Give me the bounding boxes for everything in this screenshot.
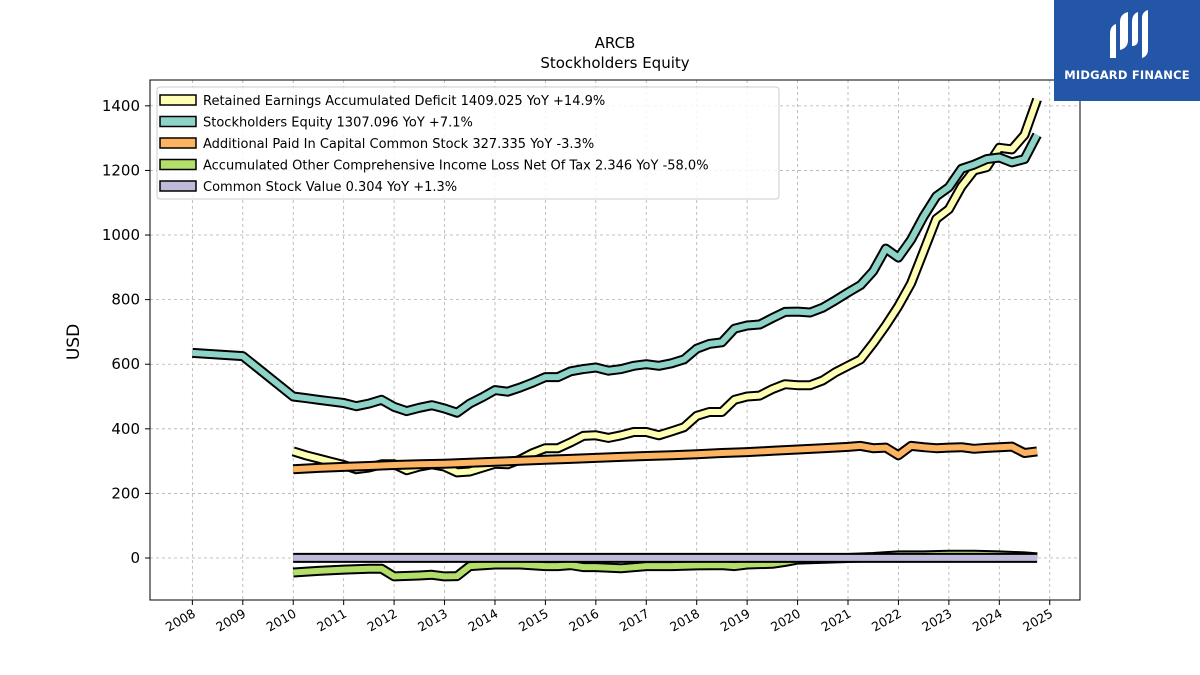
legend-swatch	[159, 180, 197, 192]
x-tick-label: 2008	[163, 606, 198, 635]
legend-swatch	[159, 158, 197, 171]
x-tick-label: 2011	[314, 606, 349, 635]
legend-entry: Stockholders Equity 1307.096 YoY +7.1%	[203, 116, 473, 131]
chart-title: ARCB	[595, 34, 636, 52]
x-tick-label: 2021	[818, 606, 853, 635]
x-tick-label: 2022	[869, 606, 904, 635]
x-tick-label: 2024	[970, 606, 1005, 635]
legend: Retained Earnings Accumulated Deficit 14…	[156, 86, 780, 200]
y-tick-label: 800	[111, 291, 140, 309]
legend-swatch	[159, 94, 197, 106]
legend-swatch	[159, 115, 197, 128]
x-tick-label: 2018	[667, 606, 702, 635]
series-stroke	[192, 133, 1040, 416]
series-2-line	[292, 440, 1038, 475]
x-tick-label: 2016	[566, 606, 601, 635]
x-tick-label: 2013	[415, 606, 450, 635]
y-axis: 0 200 400 600 800 1000 1200 1400	[102, 97, 150, 567]
x-tick-label: 2025	[1020, 606, 1055, 635]
legend-entry: Accumulated Other Comprehensive Income L…	[203, 159, 709, 174]
x-tick-label: 2014	[465, 606, 500, 635]
y-tick-label: 1000	[102, 226, 140, 244]
series-1-line	[192, 132, 1042, 418]
series-layer	[192, 97, 1042, 582]
y-tick-label: 1200	[102, 161, 140, 179]
x-tick-label: 2009	[213, 606, 248, 635]
x-tick-label: 2020	[768, 606, 803, 635]
x-tick-label: 2010	[264, 606, 299, 635]
x-tick-label: 2015	[516, 606, 551, 635]
legend-swatch	[159, 137, 197, 149]
x-tick-label: 2019	[718, 606, 753, 635]
y-tick-label: 400	[111, 420, 140, 438]
logo-text: MIDGARD FINANCE	[1064, 68, 1190, 82]
legend-entry: Common Stock Value 0.304 YoY +1.3%	[203, 180, 457, 195]
x-tick-label: 2023	[919, 606, 954, 635]
y-axis-label: USD	[64, 324, 84, 360]
x-tick-label: 2017	[617, 606, 652, 635]
y-tick-label: 200	[111, 484, 140, 502]
legend-box	[156, 86, 780, 200]
y-tick-label: 1400	[102, 97, 140, 115]
legend-entry: Retained Earnings Accumulated Deficit 14…	[203, 94, 605, 109]
x-tick-label: 2012	[365, 606, 400, 635]
plot-area-frame	[149, 79, 1081, 601]
y-tick-label: 0	[130, 549, 140, 567]
brand-logo: MIDGARD FINANCE	[1054, 0, 1200, 101]
x-axis: 2008 2009 2010 2011 2012 2013 2014 2015 2016 2017…	[163, 600, 1055, 635]
series-stroke	[293, 442, 1038, 473]
y-tick-label: 600	[111, 355, 140, 373]
logo-mark-icon	[1110, 10, 1148, 58]
legend-entry: Additional Paid In Capital Common Stock …	[203, 137, 594, 152]
chart-subtitle: Stockholders Equity	[540, 54, 689, 72]
